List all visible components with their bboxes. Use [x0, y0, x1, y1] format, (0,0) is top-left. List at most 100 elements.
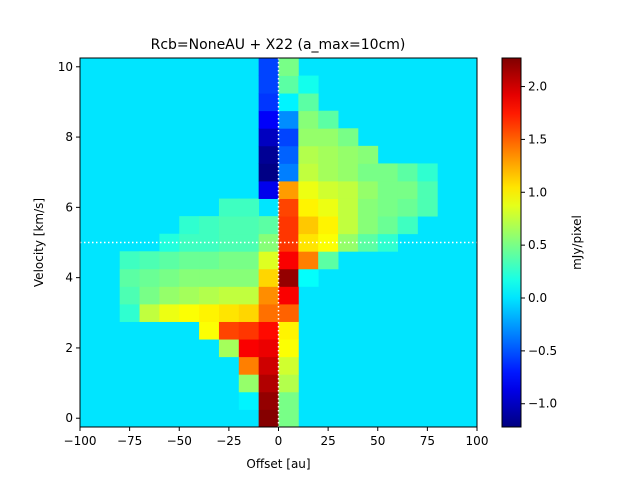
heatmap-cell — [139, 268, 160, 287]
heatmap-cell — [218, 304, 240, 322]
heatmap-cell — [179, 268, 200, 287]
heatmap-cell — [179, 304, 200, 322]
heatmap-cell — [199, 321, 220, 340]
heatmap-cell — [139, 304, 160, 322]
heatmap-cell — [338, 145, 359, 164]
heatmap-cell — [238, 391, 260, 410]
heatmap-cell — [199, 216, 220, 235]
heatmap-cell — [258, 75, 279, 94]
heatmap-cell — [318, 145, 339, 164]
heatmap-cell — [298, 75, 319, 94]
heatmap-cell — [119, 268, 140, 287]
heatmap-cell — [179, 216, 200, 235]
heatmap-cell — [318, 216, 339, 235]
heatmap-cell — [258, 181, 279, 199]
heatmap-cell — [318, 110, 339, 129]
heatmap-cell — [258, 304, 279, 322]
heatmap-cell — [278, 75, 299, 94]
heatmap-cell — [258, 286, 279, 305]
heatmap-cell — [238, 268, 260, 287]
heatmap-cell — [159, 251, 180, 270]
heatmap-cell — [278, 128, 299, 147]
heatmap-cell — [318, 128, 339, 147]
heatmap-cell — [258, 110, 279, 129]
heatmap-cell — [139, 251, 160, 270]
heatmap-cell — [258, 58, 279, 76]
heatmap-cell — [417, 198, 438, 217]
x-tick-label: −50 — [167, 434, 192, 448]
heatmap-cell — [298, 110, 319, 129]
heatmap-cell — [298, 216, 319, 235]
heatmap-cell — [159, 304, 180, 322]
colorbar-tick-label: 2.0 — [528, 80, 547, 94]
heatmap-cell — [357, 198, 379, 217]
heatmap-cell — [298, 145, 319, 164]
heatmap-cell — [258, 128, 279, 147]
y-tick-label: 8 — [65, 130, 73, 144]
heatmap-cell — [298, 198, 319, 217]
heatmap-cell — [218, 251, 240, 270]
heatmap-cell — [338, 198, 359, 217]
heatmap-cell — [258, 163, 279, 182]
heatmap-cell — [377, 181, 398, 199]
heatmap-cell — [238, 374, 260, 393]
heatmap-cell — [417, 181, 438, 199]
colorbar-tick-label: 1.5 — [528, 132, 547, 146]
heatmap-cell — [377, 233, 398, 252]
heatmap-cell — [199, 286, 220, 305]
colorbar-tick-label: −0.5 — [528, 344, 557, 358]
heatmap-cell — [338, 128, 359, 147]
heatmap-cell — [238, 339, 260, 358]
heatmap-cell — [278, 339, 299, 358]
heatmap-cell — [119, 304, 140, 322]
heatmap-cell — [218, 216, 240, 235]
x-tick-label: 25 — [320, 434, 335, 448]
heatmap-cell — [298, 251, 319, 270]
y-tick-label: 0 — [65, 411, 73, 425]
colorbar-tick-label: 0.0 — [528, 291, 547, 305]
colorbar-tick-label: 1.0 — [528, 185, 547, 199]
heatmap-cell — [377, 198, 398, 217]
heatmap-cell — [238, 356, 260, 375]
heatmap-cell — [278, 198, 299, 217]
heatmap-cell — [199, 268, 220, 287]
colorbar-tick-label: −1.0 — [528, 397, 557, 411]
heatmap-cell — [298, 163, 319, 182]
heatmap-cell — [278, 110, 299, 129]
heatmap-cell — [258, 321, 279, 340]
heatmap-cell — [357, 216, 379, 235]
heatmap-cell — [258, 339, 279, 358]
heatmap-cell — [417, 163, 438, 182]
colorbar-axis: −1.0 −0.5 0.0 0.5 1.0 1.5 2.0 — [521, 80, 557, 411]
x-tick-label: −75 — [117, 434, 142, 448]
heatmap-cell — [278, 181, 299, 199]
heatmap-cell — [357, 145, 379, 164]
heatmap-cell — [278, 409, 299, 428]
heatmap-cell — [258, 216, 279, 235]
heatmap-cell — [238, 321, 260, 340]
heatmap-cell — [258, 93, 279, 112]
heatmap-cell — [298, 93, 319, 112]
heatmap-cell — [238, 286, 260, 305]
heatmap-cell — [278, 58, 299, 76]
heatmap-cell — [278, 216, 299, 235]
heatmap-cell — [278, 321, 299, 340]
x-tick-label: 0 — [275, 434, 283, 448]
heatmap-cell — [159, 233, 180, 252]
colorbar — [501, 57, 522, 428]
heatmap-cell — [377, 163, 398, 182]
x-tick-label: 100 — [466, 434, 489, 448]
heatmap-cell — [278, 304, 299, 322]
heatmap-cell — [338, 181, 359, 199]
heatmap-cell — [338, 216, 359, 235]
heatmap-cell — [278, 374, 299, 393]
heatmap-cell — [397, 163, 418, 182]
x-tick-label: −25 — [216, 434, 241, 448]
heatmap-cell — [258, 374, 279, 393]
heatmap-cell — [258, 356, 279, 375]
heatmap-cell — [258, 268, 279, 287]
colorbar-tick-label: 0.5 — [528, 238, 547, 252]
heatmap-cell — [238, 216, 260, 235]
heatmap-cell — [199, 251, 220, 270]
